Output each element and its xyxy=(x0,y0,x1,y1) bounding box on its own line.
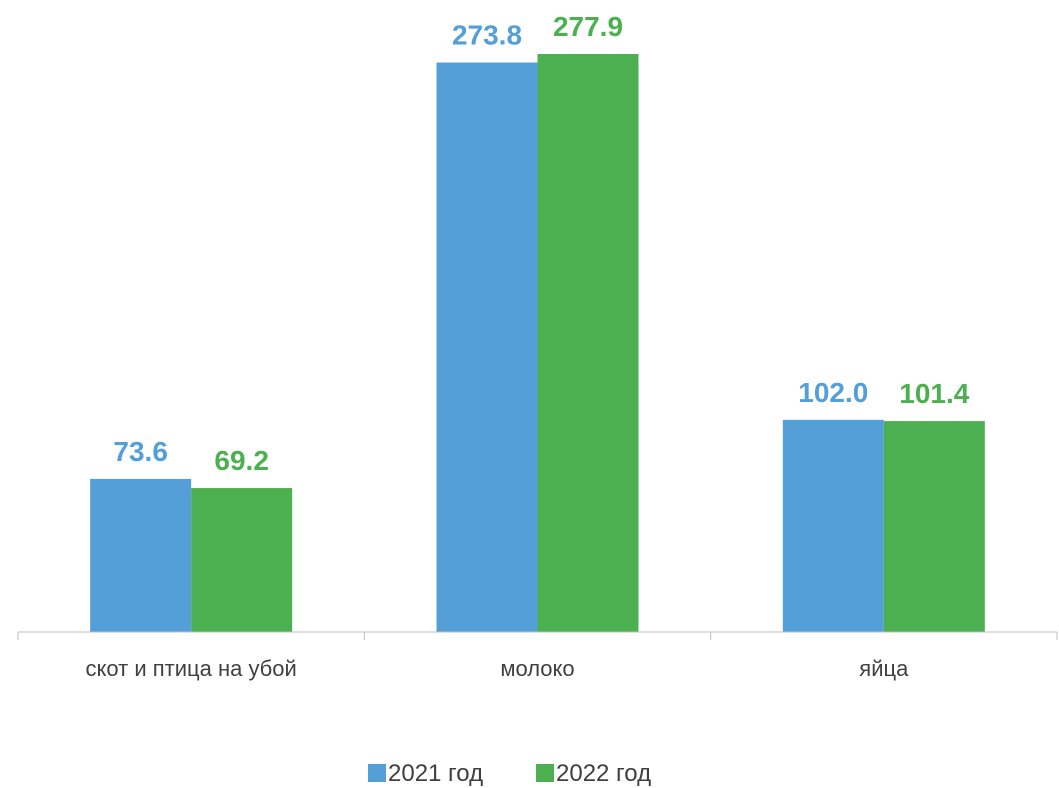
data-label-1-1: 277.9 xyxy=(553,11,623,42)
data-labels-layer: 73.6 69.2 273.8 277.9 102.0 101.4 xyxy=(113,11,969,476)
category-label-1: молоко xyxy=(500,656,574,681)
bar-2-0 xyxy=(782,419,884,632)
bar-2-1 xyxy=(883,421,985,632)
data-label-0-1: 69.2 xyxy=(214,445,269,476)
category-label-0: скот и птица на убой xyxy=(86,656,297,681)
legend-label-0: 2021 год xyxy=(388,760,483,787)
legend-swatch-0 xyxy=(368,764,386,782)
category-label-2: яйца xyxy=(859,656,909,681)
bars-layer xyxy=(90,54,985,632)
data-label-1-0: 273.8 xyxy=(452,20,522,51)
bar-0-1 xyxy=(191,488,293,632)
data-label-0-0: 73.6 xyxy=(113,436,168,467)
legend: 2021 год 2022 год xyxy=(368,760,651,787)
legend-swatch-1 xyxy=(536,764,554,782)
legend-label-1: 2022 год xyxy=(556,760,651,787)
data-label-2-1: 101.4 xyxy=(899,378,969,409)
bar-1-1 xyxy=(537,54,639,632)
data-label-2-0: 102.0 xyxy=(798,377,868,408)
bar-1-0 xyxy=(436,62,538,632)
bar-0-0 xyxy=(90,478,192,632)
x-axis xyxy=(17,631,1058,640)
category-labels: скот и птица на убой молоко яйца xyxy=(86,656,910,681)
